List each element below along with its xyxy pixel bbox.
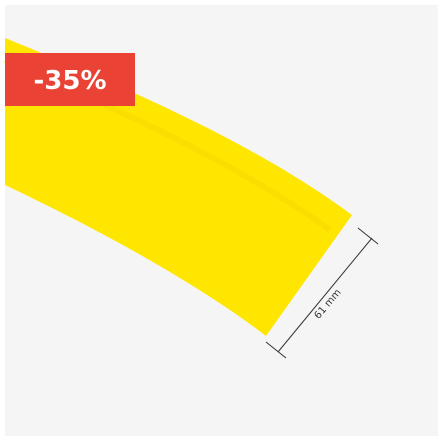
discount-badge: [5, 53, 135, 106]
dimension-line: [277, 237, 373, 353]
yellow-tube: [5, 38, 352, 336]
dimension-tick: [357, 227, 379, 245]
dimension-tick: [265, 341, 287, 359]
dimension-lines: [265, 227, 379, 359]
discount-text: -35%: [33, 66, 106, 96]
